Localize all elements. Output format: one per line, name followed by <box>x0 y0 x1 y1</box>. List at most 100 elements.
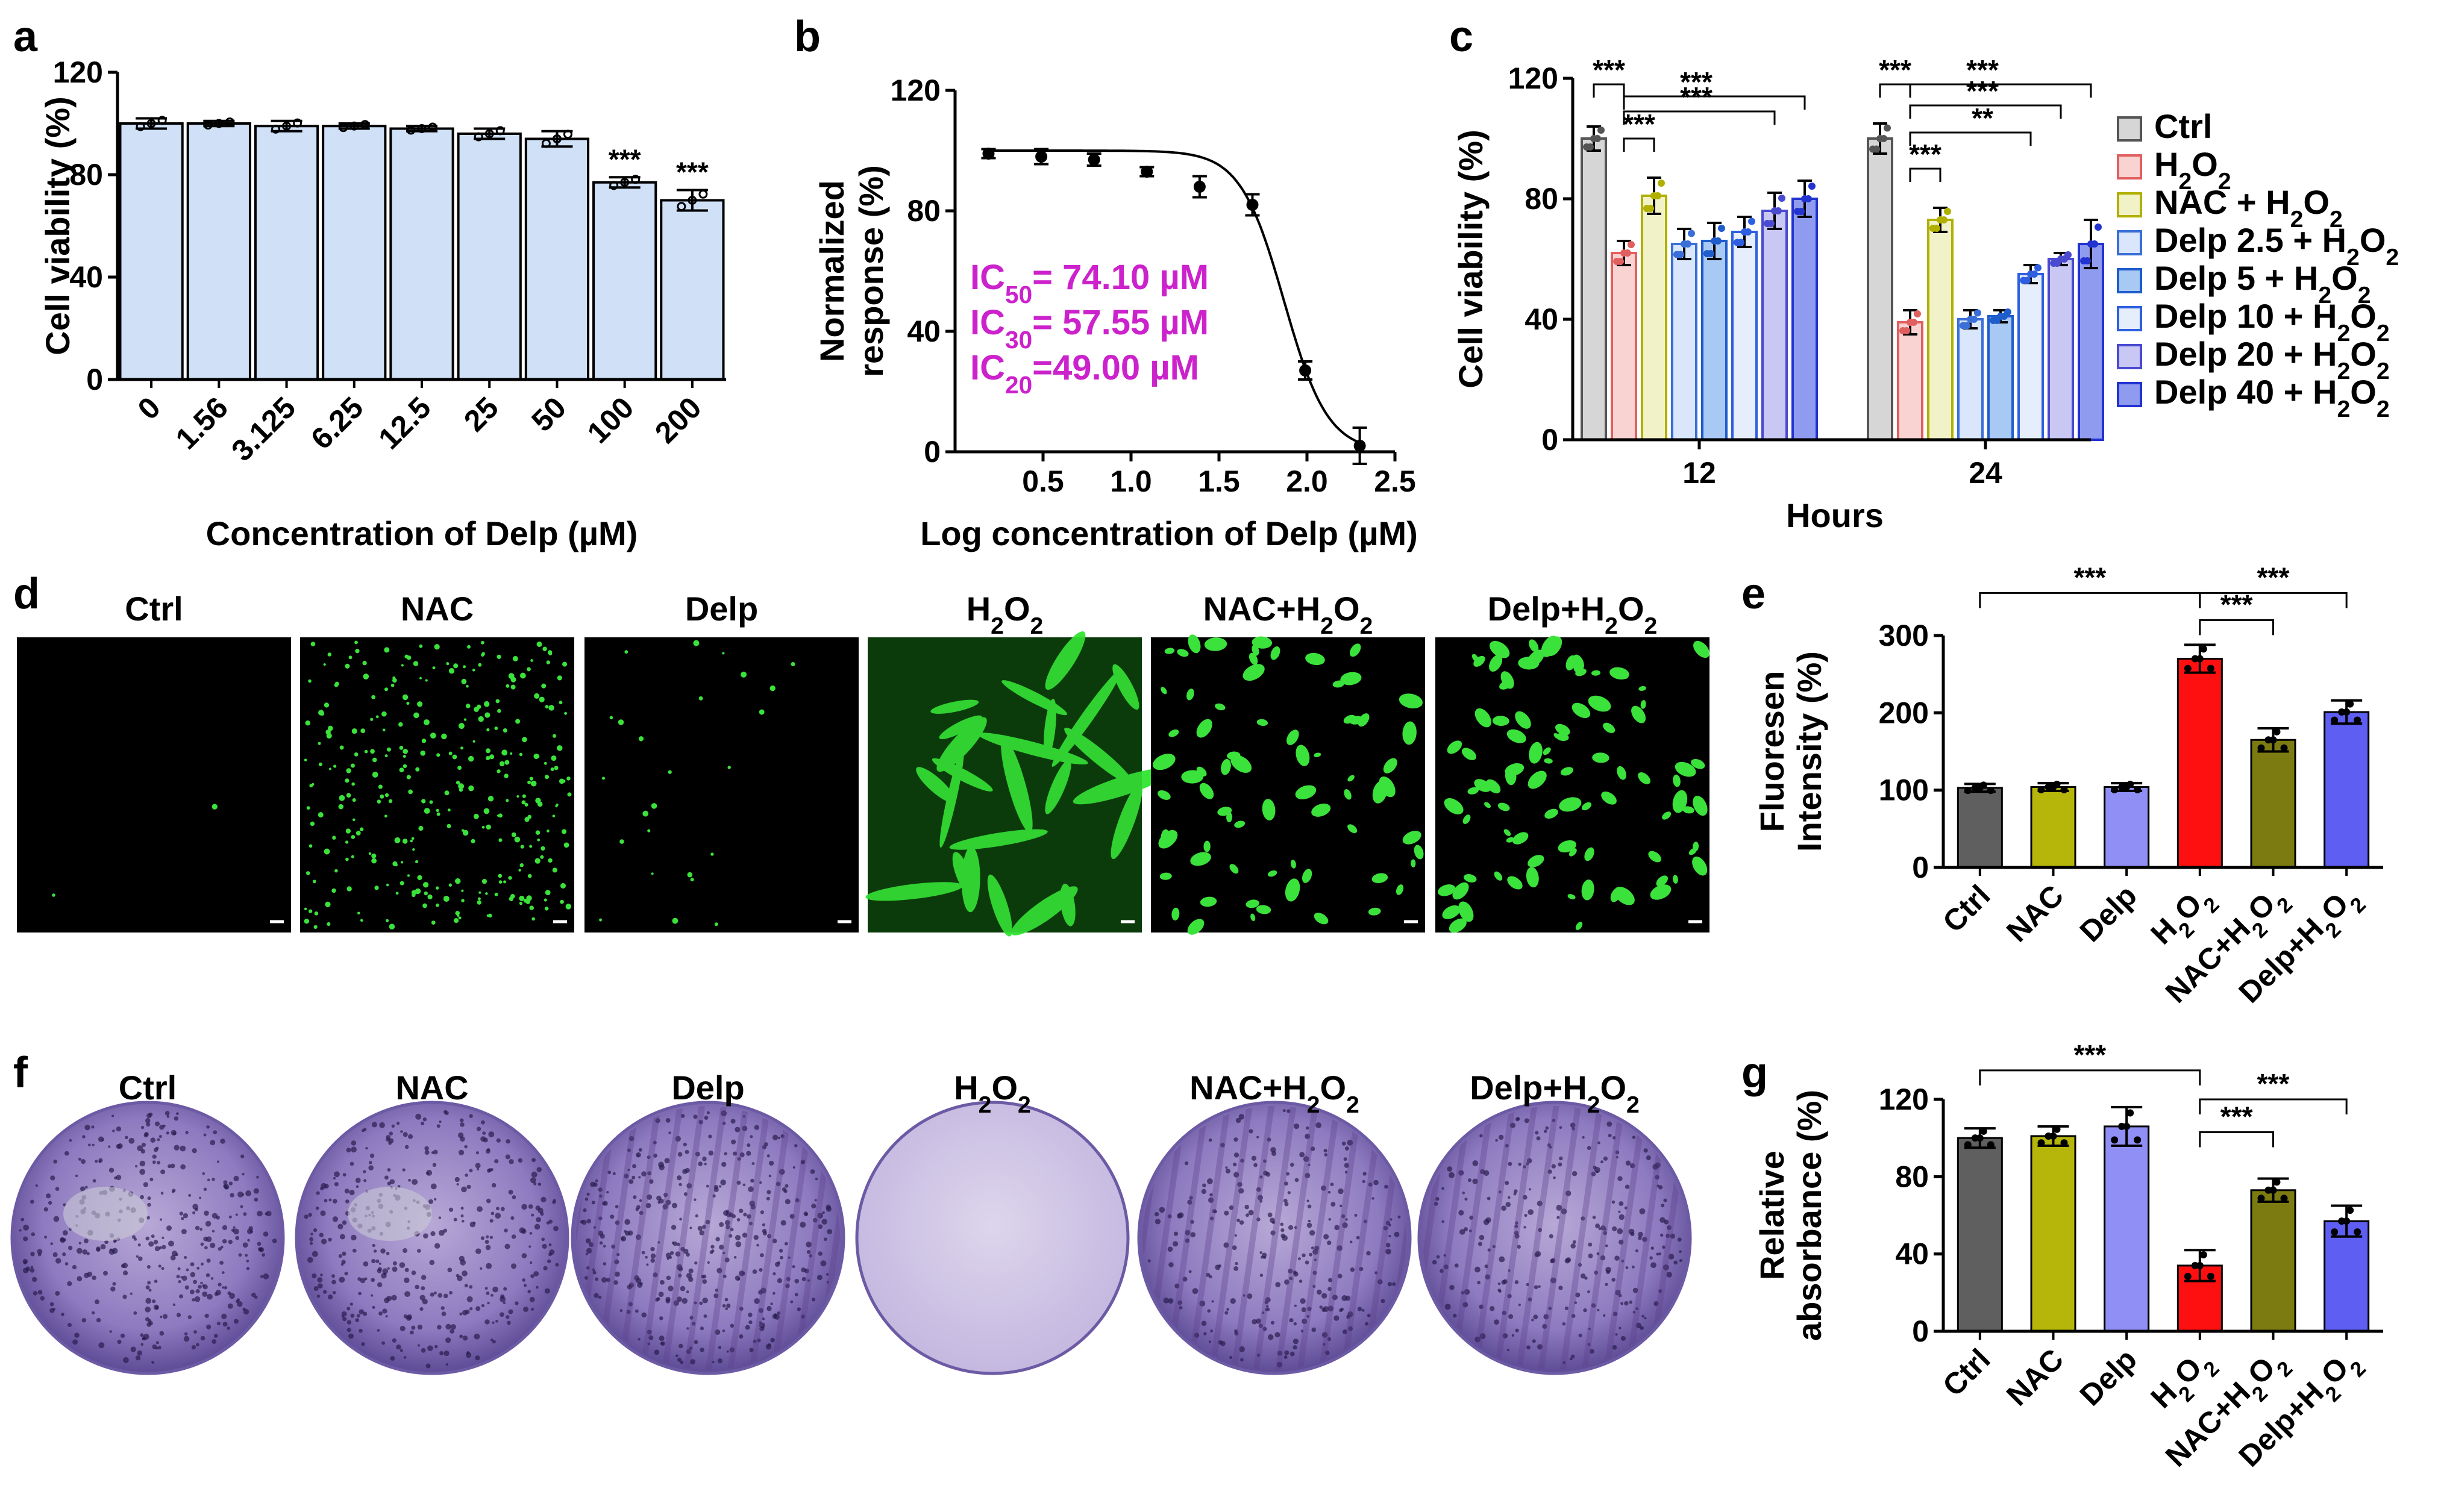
chart-c-y-tick-label: 80 <box>1525 182 1558 216</box>
micrograph-cell <box>314 911 319 916</box>
plate-colony <box>198 1284 202 1289</box>
micrograph-cell <box>1161 829 1169 842</box>
plate-colony <box>337 1223 343 1229</box>
micrograph-cell <box>362 660 367 666</box>
panel-f-stained-plates: Ctrl NAC Delp H2O2 NAC+H2O2 Delp+H2O2 <box>10 1069 1692 1375</box>
plate-colony <box>537 1207 544 1214</box>
chart-c-point <box>1688 230 1695 237</box>
micrograph-cell <box>1064 728 1133 785</box>
micrograph-cell <box>512 655 518 661</box>
chart-b-ic-label: IC30= 57.55 µM <box>970 303 1209 354</box>
plate-colony <box>484 1287 488 1290</box>
micrograph-cell <box>537 801 543 807</box>
plate-colony <box>139 1169 146 1175</box>
chart-g-y-tick-label: 0 <box>1912 1314 1929 1348</box>
plate-colony <box>500 1312 504 1317</box>
plate-colony <box>503 1287 507 1291</box>
plate-colony <box>104 1240 109 1245</box>
plate-colony <box>240 1205 243 1208</box>
chart-c-legend-label: Delp 20 + H2O2 <box>2154 335 2390 384</box>
plate-colony <box>166 1131 169 1135</box>
plate-colony <box>352 1248 357 1253</box>
plate-colony <box>331 1279 336 1285</box>
plate-colony <box>133 1311 137 1315</box>
plate-colony <box>344 1272 348 1276</box>
plate-colony <box>521 1204 527 1210</box>
chart-a-x-tick-label: 100 <box>581 390 641 450</box>
chart-c-legend-label: Delp 5 + H2O2 <box>2154 259 2371 308</box>
micrograph-cell <box>503 880 507 884</box>
plate-colony <box>62 1252 66 1257</box>
chart-c-point <box>2031 270 2038 278</box>
plate-colony <box>145 1118 151 1123</box>
chart-c-point <box>1974 309 1981 317</box>
chart-b-point <box>1299 364 1312 376</box>
chart-c-point <box>1718 225 1725 232</box>
plate-colony <box>149 1177 154 1181</box>
plate-colony <box>246 1267 250 1270</box>
plate-colony <box>62 1230 68 1236</box>
plate-colony <box>245 1190 252 1196</box>
chart-c-legend-label: Delp 2.5 + H2O2 <box>2154 221 2399 270</box>
micrograph-cell <box>417 875 422 880</box>
micrograph-cell <box>1286 729 1299 745</box>
chart-c-point <box>1903 327 1910 334</box>
plate-colony <box>92 1179 96 1183</box>
micrograph-cell <box>1215 703 1226 711</box>
chart-c-point <box>1744 228 1752 236</box>
plate-colony <box>212 1213 218 1219</box>
micrograph-cell <box>384 647 390 653</box>
plate-colony <box>486 1169 491 1173</box>
plate-colony <box>146 1264 151 1269</box>
micrograph-label: Delp+H2O2 <box>1488 590 1658 639</box>
plate-colony <box>233 1319 239 1324</box>
micrograph-cell <box>372 757 377 763</box>
micrograph-cell <box>510 684 516 690</box>
micrograph-cell <box>318 710 324 716</box>
micrograph-cell <box>454 918 459 923</box>
plate-colony <box>148 1289 152 1292</box>
micrograph-cell <box>1250 913 1256 922</box>
chart-g-point <box>2199 1251 2207 1258</box>
plate-colony <box>202 1284 208 1290</box>
plate-colony <box>158 1264 161 1268</box>
micrograph-cell <box>384 754 388 758</box>
micrograph-cell <box>392 678 397 683</box>
plate-colony <box>220 1139 225 1144</box>
micrograph-cell <box>345 828 351 834</box>
plate-colony <box>64 1262 69 1266</box>
chart-e-point <box>2207 664 2214 672</box>
plate-clear-patch <box>63 1187 148 1241</box>
micrograph-cell <box>334 683 339 687</box>
plate-colony <box>91 1125 95 1129</box>
micrograph-cell <box>1515 711 1531 729</box>
plate-colony <box>98 1158 103 1163</box>
plate-colony <box>154 1246 160 1252</box>
micrograph-cell <box>1527 649 1544 667</box>
chart-c-sig-label: ** <box>1972 102 1993 134</box>
chart-g-point <box>1979 1127 1987 1135</box>
plate-colony <box>154 1121 160 1126</box>
plate-colony <box>200 1335 205 1341</box>
chart-g-point <box>2343 1217 2351 1225</box>
micrograph-cell <box>444 790 450 796</box>
micrograph-cell <box>424 891 428 896</box>
plate-colony <box>402 1168 406 1172</box>
chart-e-y-tick-label: 200 <box>1879 696 1929 729</box>
plate-colony <box>63 1203 66 1207</box>
plate-colony <box>372 1305 375 1309</box>
micrograph-cell <box>1556 733 1569 742</box>
plate-colony <box>193 1330 197 1334</box>
chart-c-sig-label: *** <box>1966 54 1999 86</box>
plate-colony <box>392 1261 397 1266</box>
micrograph-cell <box>1500 671 1514 689</box>
chart-e-point <box>1964 787 1972 795</box>
plate-colony <box>190 1262 195 1267</box>
micrograph-cell <box>1252 645 1259 656</box>
micrograph-cell <box>308 679 312 683</box>
chart-a-bar <box>322 125 387 381</box>
chart-e-x-tick-label: Ctrl <box>1936 878 1996 939</box>
plate-colony <box>431 1151 434 1154</box>
chart-a-x-tick-label: 12.5 <box>372 390 437 455</box>
plate-colony <box>108 1167 114 1173</box>
